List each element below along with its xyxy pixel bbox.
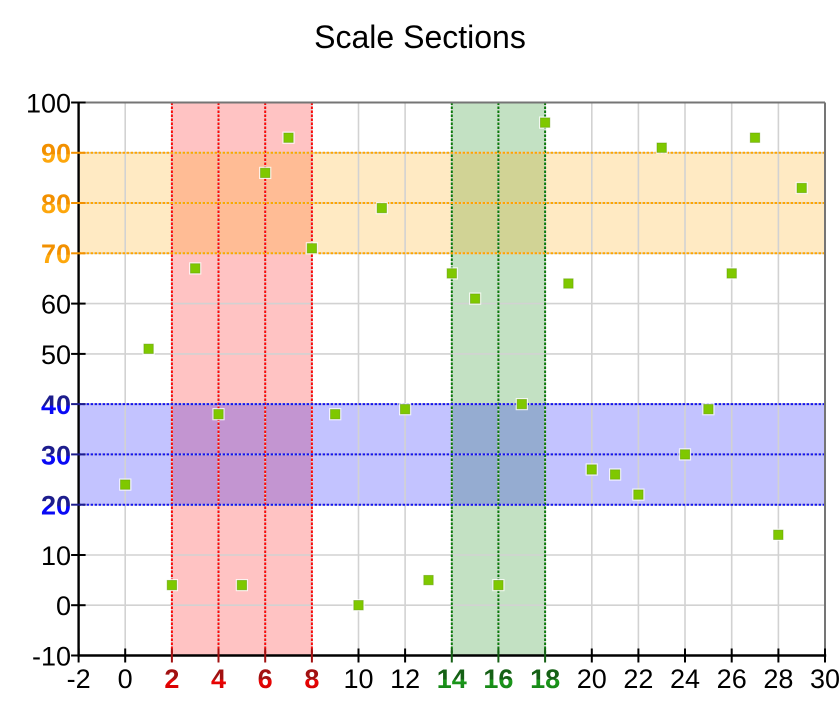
svg-text:16: 16 bbox=[483, 664, 513, 694]
svg-text:8: 8 bbox=[304, 664, 319, 694]
svg-text:0: 0 bbox=[56, 591, 71, 621]
svg-text:18: 18 bbox=[530, 664, 560, 694]
svg-text:24: 24 bbox=[670, 664, 700, 694]
svg-text:20: 20 bbox=[41, 491, 71, 521]
svg-text:70: 70 bbox=[41, 239, 71, 269]
svg-text:60: 60 bbox=[41, 290, 71, 320]
svg-text:40: 40 bbox=[41, 390, 71, 420]
svg-text:6: 6 bbox=[258, 664, 273, 694]
svg-text:12: 12 bbox=[390, 664, 420, 694]
svg-text:30: 30 bbox=[810, 664, 840, 694]
svg-text:10: 10 bbox=[343, 664, 373, 694]
svg-text:0: 0 bbox=[118, 664, 133, 694]
svg-text:22: 22 bbox=[623, 664, 653, 694]
svg-text:100: 100 bbox=[26, 88, 71, 118]
svg-text:10: 10 bbox=[41, 541, 71, 571]
svg-text:20: 20 bbox=[577, 664, 607, 694]
svg-text:14: 14 bbox=[437, 664, 467, 694]
svg-text:50: 50 bbox=[41, 340, 71, 370]
svg-text:80: 80 bbox=[41, 189, 71, 219]
svg-text:26: 26 bbox=[717, 664, 747, 694]
svg-text:28: 28 bbox=[763, 664, 793, 694]
svg-text:-2: -2 bbox=[67, 664, 91, 694]
svg-text:30: 30 bbox=[41, 440, 71, 470]
svg-text:Scale Sections: Scale Sections bbox=[314, 19, 526, 55]
svg-text:-10: -10 bbox=[32, 641, 71, 671]
svg-text:4: 4 bbox=[211, 664, 226, 694]
svg-text:2: 2 bbox=[164, 664, 179, 694]
svg-text:90: 90 bbox=[41, 139, 71, 169]
